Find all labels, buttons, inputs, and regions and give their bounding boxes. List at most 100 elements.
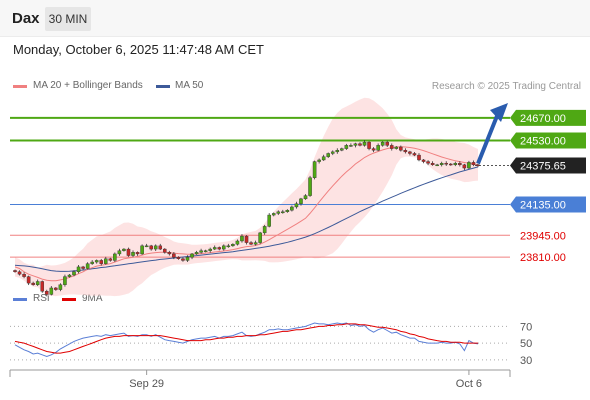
- candle-body-56: [267, 214, 271, 227]
- candle-body-66: [312, 161, 317, 178]
- candle-body-80: [376, 145, 380, 151]
- candle-body-96: [448, 163, 453, 166]
- candle-body-55: [262, 226, 267, 234]
- candle-body-63: [299, 198, 303, 204]
- candle-body-29: [144, 245, 149, 248]
- candle-body-67: [317, 159, 321, 162]
- candle-body-7: [45, 291, 49, 295]
- rsi-tick-30: 30: [520, 355, 532, 367]
- candle-body-81: [380, 141, 385, 146]
- candle-body-91: [426, 161, 430, 164]
- interval-button[interactable]: 30 MIN: [45, 7, 91, 31]
- candle-body-48: [231, 244, 235, 247]
- candle-body-64: [303, 195, 308, 200]
- candle-body-37: [181, 258, 185, 261]
- candle-body-18: [94, 260, 99, 263]
- bollinger-band: [15, 97, 478, 297]
- candle-body-83: [389, 145, 394, 149]
- candle-body-102: [476, 164, 480, 167]
- level-tag-24135.00: [510, 196, 586, 213]
- candle-body-25: [126, 248, 131, 256]
- candle-body-78: [367, 141, 371, 149]
- ma20-legend-swatch: [13, 85, 27, 88]
- candle-body-9: [54, 287, 58, 290]
- candle-body-79: [371, 148, 376, 151]
- candle-body-26: [131, 252, 135, 256]
- candle-body-77: [362, 141, 367, 146]
- candle-body-15: [81, 266, 85, 269]
- candle-body-23: [117, 250, 122, 255]
- candle-body-68: [321, 156, 326, 161]
- candle-body-40: [194, 252, 199, 255]
- ma20-legend-label: MA 20 + Bollinger Bands: [33, 80, 143, 91]
- candle-body-20: [104, 258, 108, 264]
- candle-body-61: [290, 206, 294, 211]
- candle-body-76: [358, 143, 362, 146]
- candle-body-57: [271, 213, 276, 216]
- candle-body-47: [226, 245, 231, 248]
- ma50-legend-swatch: [156, 85, 170, 88]
- level-tag-24670.00: [510, 109, 586, 126]
- forecast-arrow-head: [490, 103, 508, 122]
- candle-body-95: [444, 162, 448, 165]
- level-tag-24530.00: [510, 132, 586, 149]
- level-tag-24375.65: [510, 157, 586, 174]
- candle-body-72: [340, 148, 344, 151]
- candle-body-30: [149, 245, 153, 250]
- candle-body-53: [253, 242, 258, 245]
- candle-body-4: [31, 282, 35, 285]
- candle-body-58: [276, 211, 281, 214]
- candle-body-19: [99, 260, 104, 264]
- candle-body-73: [344, 145, 349, 149]
- 9ma-legend-label: 9MA: [82, 293, 103, 304]
- candle-body-90: [421, 159, 426, 162]
- candle-body-39: [190, 253, 194, 258]
- candle-body-54: [258, 232, 262, 243]
- candle-body-10: [58, 284, 63, 290]
- candle-body-85: [399, 146, 403, 151]
- level-label-23810.00: 23810.00: [520, 252, 566, 264]
- candle-body-8: [49, 287, 54, 295]
- candle-body-21: [108, 258, 113, 261]
- candle-body-12: [67, 274, 72, 277]
- candle-body-99: [462, 164, 467, 169]
- candle-body-101: [471, 162, 476, 166]
- 9ma-legend-swatch: [62, 298, 76, 301]
- level-label-24375.65: 24375.65: [520, 161, 566, 173]
- candle-body-16: [85, 263, 90, 269]
- candle-body-59: [281, 211, 285, 214]
- rsi-tick-50: 50: [520, 338, 532, 350]
- rsi-tick-70: 70: [520, 321, 532, 333]
- candle-body-46: [222, 245, 226, 250]
- candle-body-17: [90, 261, 94, 264]
- top-bar: Dax 30 MIN: [0, 0, 590, 37]
- candle-body-34: [167, 252, 172, 255]
- candle-body-42: [203, 250, 208, 252]
- candle-body-38: [185, 256, 190, 261]
- candle-body-41: [199, 250, 203, 253]
- candle-body-71: [335, 150, 340, 153]
- ma50-legend-label: MA 50: [175, 80, 204, 91]
- rsi-line: [14, 322, 479, 358]
- level-label-24530.00: 24530.00: [520, 136, 566, 148]
- level-label-23945.00: 23945.00: [520, 230, 566, 242]
- timestamp: Monday, October 6, 2025 11:47:48 AM CET: [13, 42, 264, 57]
- candle-body-31: [153, 245, 158, 250]
- candle-body-43: [208, 248, 212, 251]
- candle-body-82: [385, 141, 389, 146]
- candle-body-3: [26, 276, 31, 284]
- rsi-9ma-line: [14, 323, 478, 354]
- x-tick-label-Sep 29: Sep 29: [129, 378, 164, 390]
- copyright-text: Research © 2025 Trading Central: [431, 81, 581, 92]
- candle-body-27: [135, 252, 140, 255]
- candle-body-88: [412, 153, 417, 156]
- candle-body-6: [40, 281, 45, 292]
- candle-body-62: [294, 203, 299, 208]
- rsi-legend-label: RSI: [33, 293, 50, 304]
- candle-body-28: [140, 245, 144, 255]
- level-label-24135.00: 24135.00: [520, 200, 566, 212]
- candle-body-33: [163, 248, 167, 253]
- candle-body-100: [467, 162, 471, 169]
